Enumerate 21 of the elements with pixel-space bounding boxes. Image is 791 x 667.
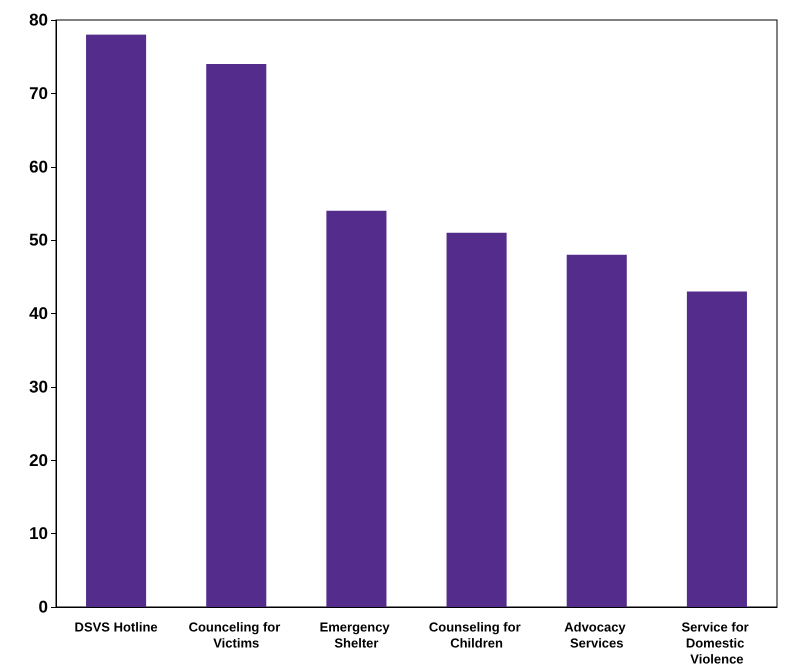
- y-tick-label: 80: [29, 10, 48, 30]
- bar: [326, 210, 386, 607]
- bar: [206, 64, 266, 607]
- x-tick-label: Emergency Shelter: [320, 620, 394, 650]
- x-tick-label: Counceling for Victims: [188, 620, 284, 650]
- y-tick-label: 70: [29, 84, 48, 103]
- y-tick-label: 40: [29, 304, 48, 323]
- y-tick-label: 50: [29, 230, 48, 250]
- y-tick-label: 10: [29, 524, 48, 544]
- bar: [86, 34, 146, 607]
- y-tick-label: 0: [38, 598, 48, 616]
- bar: [566, 254, 627, 607]
- y-tick-label: 20: [29, 450, 48, 470]
- x-tick-label: Service for Domestic Violence: [682, 620, 752, 666]
- y-tick-label: 60: [29, 157, 48, 176]
- bar: [686, 291, 747, 607]
- x-tick-label: Advocacy Services: [564, 620, 630, 650]
- bar: [446, 232, 507, 607]
- x-tick-label: Counseling for Children: [428, 620, 524, 650]
- x-tick-label: DSVS Hotline: [74, 620, 158, 634]
- y-tick-label: 30: [29, 377, 48, 396]
